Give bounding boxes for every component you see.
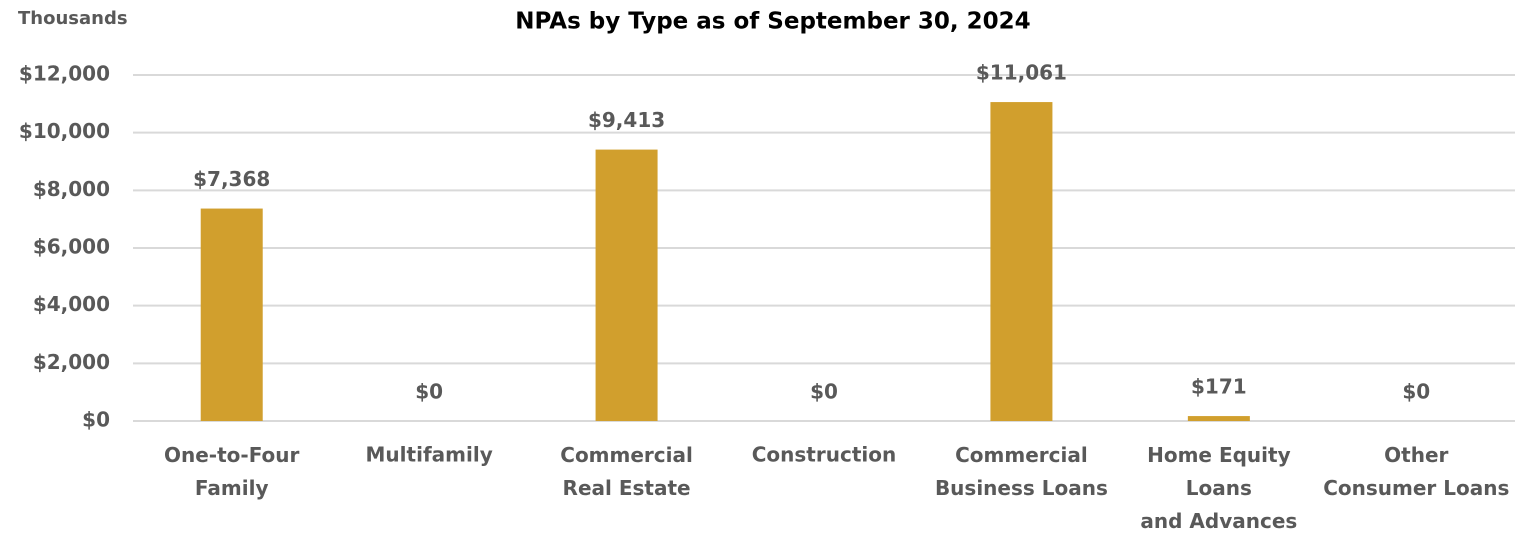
bar: [990, 102, 1053, 422]
x-tick-label: One-to-Four Family: [164, 443, 300, 500]
x-tick-label: Commercial Business Loans: [935, 443, 1108, 500]
value-label: $11,061: [976, 61, 1067, 85]
y-tick-label: $6,000: [33, 235, 110, 259]
x-tick-label: Multifamily: [366, 443, 493, 467]
x-tick-label: Other Consumer Loans: [1323, 443, 1509, 500]
value-label: $0: [810, 380, 838, 404]
y-tick-label: $8,000: [33, 177, 110, 201]
y-axis-label: Thousands: [18, 8, 128, 29]
x-tick-label: Construction: [752, 443, 896, 467]
x-tick-label: Home Equity Loans and Advances: [1140, 443, 1297, 533]
y-tick-label: $4,000: [33, 292, 110, 316]
y-tick-label: $10,000: [19, 119, 110, 143]
x-tick-label: Commercial Real Estate: [560, 443, 693, 500]
y-tick-label: $12,000: [19, 62, 110, 86]
bar: [200, 208, 263, 421]
y-tick-label: $0: [82, 408, 110, 432]
y-tick-label: $2,000: [33, 350, 110, 374]
value-label: $0: [415, 380, 443, 404]
value-label: $0: [1402, 380, 1430, 404]
value-label: $9,413: [588, 108, 665, 132]
value-label: $7,368: [193, 167, 270, 191]
chart-title: NPAs by Type as of September 30, 2024: [515, 9, 1030, 35]
bar: [595, 149, 658, 421]
value-label: $171: [1191, 375, 1247, 399]
bar: [1187, 416, 1250, 421]
